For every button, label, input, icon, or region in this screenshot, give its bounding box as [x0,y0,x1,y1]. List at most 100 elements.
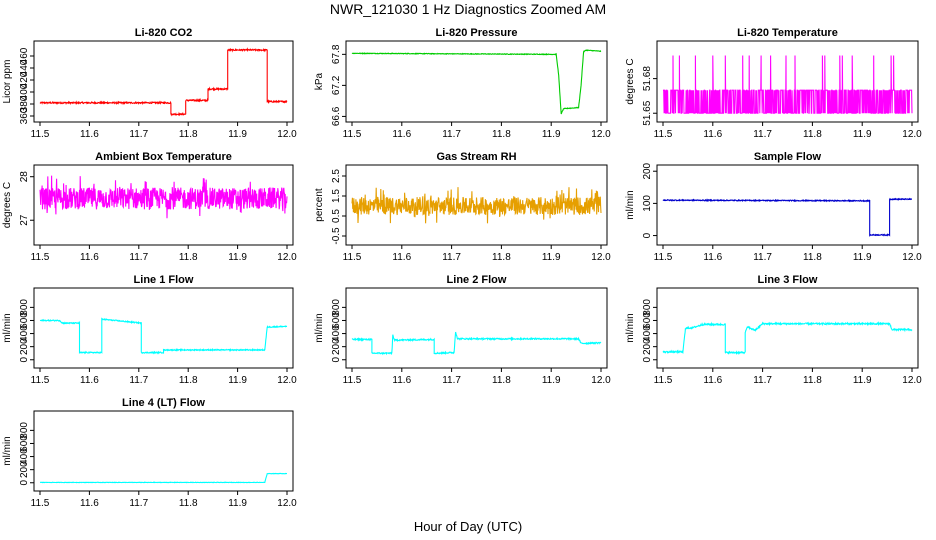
y-tick-label: 1.5 [331,189,342,203]
y-tick-label: 0 [19,357,30,363]
figure-title: NWR_121030 1 Hz Diagnostics Zoomed AM [330,1,606,17]
x-tick-label: 11.7 [129,498,148,509]
panel-title: Line 3 Flow [758,274,818,286]
x-axis-label: Hour of Day (UTC) [414,519,522,534]
series-line [351,49,602,115]
x-tick-label: 11.9 [853,129,872,140]
x-tick-label: 12.0 [277,252,297,263]
y-tick-label: 400 [19,325,30,342]
y-tick-label: 600 [642,312,653,329]
x-tick-label: 12.0 [591,375,611,386]
panel-title: Line 2 Flow [447,274,507,286]
chart-panel-10: Line 4 (LT) Flow 11.5 11.6 11.7 11.8 11.9 12.0… [2,397,297,509]
y-axis-label: ml/min [314,313,325,342]
x-tick-label: 11.7 [442,129,461,140]
x-tick-label: 11.8 [179,375,198,386]
x-tick-label: 12.0 [277,129,297,140]
panel-title: Line 1 Flow [134,274,194,286]
y-tick-label: 800 [642,299,653,316]
x-tick-label: 11.7 [442,252,461,263]
x-tick-label: 12.0 [902,252,922,263]
x-tick-label: 11.5 [654,375,673,386]
panel-title: Ambient Box Temperature [95,151,232,163]
plot-frame [33,410,294,492]
plot-frame [656,40,919,123]
y-tick-label: 360 [19,107,30,124]
x-tick-label: 11.6 [392,375,411,386]
y-axis-label: ml/min [625,190,636,219]
y-tick-label: 67.2 [331,75,342,95]
chart-panel-2: Li-820 Pressure 11.5 11.6 11.7 11.8 11.9 12.0 6… [314,27,611,140]
y-tick-label: 460 [19,47,30,64]
panel-title: Sample Flow [754,151,822,163]
x-tick-label: 11.5 [31,129,50,140]
y-tick-label: 400 [19,448,30,465]
x-tick-label: 11.5 [343,129,362,140]
chart-panel-1: Li-820 CO2 11.5 11.6 11.7 11.8 11.9 12.0 360380… [2,27,297,140]
panel-title: Li-820 Temperature [737,27,838,39]
x-tick-label: 11.9 [542,252,561,263]
y-tick-label: 380 [19,95,30,112]
y-axis-label: percent [314,188,325,222]
plot-frame [345,287,608,369]
x-tick-label: 11.8 [492,375,511,386]
x-tick-label: 11.7 [129,129,148,140]
plot-frame [656,287,919,369]
y-tick-label: 2.5 [331,169,342,183]
plot-frame [33,40,294,123]
x-tick-label: 11.6 [703,252,722,263]
x-tick-label: 12.0 [277,498,297,509]
y-tick-label: 66.6 [331,106,342,126]
y-tick-label: 600 [331,312,342,329]
plot-frame [345,164,608,246]
x-tick-label: 11.9 [542,129,561,140]
x-tick-label: 11.9 [542,375,561,386]
y-tick-label: 800 [19,422,30,439]
plot-frame [656,164,919,246]
x-tick-label: 11.6 [392,129,411,140]
x-tick-label: 11.6 [80,498,99,509]
x-tick-label: 11.8 [492,252,511,263]
y-tick-label: 0 [642,232,653,238]
panels-group: Li-820 CO2 11.5 11.6 11.7 11.8 11.9 12.0 360380… [2,27,922,509]
y-tick-label: 28 [19,171,30,183]
y-tick-label: 67.8 [331,44,342,64]
x-tick-label: 11.6 [703,129,722,140]
x-tick-label: 11.9 [228,498,247,509]
chart-panel-7: Line 1 Flow 11.5 11.6 11.7 11.8 11.9 12.0 0 2004… [2,274,297,386]
series-line [662,320,913,356]
chart-panel-5: Gas Stream RH 11.5 11.6 11.7 11.8 11.9 12.0 -0.… [314,151,611,263]
x-tick-label: 11.9 [228,252,247,263]
y-axis-label: ml/min [2,313,13,342]
x-tick-label: 11.6 [80,375,99,386]
panel-title: Gas Stream RH [436,151,516,163]
plot-frame [33,164,294,246]
x-tick-label: 12.0 [902,129,922,140]
series-line [39,472,287,484]
panel-title: Li-820 Pressure [436,27,518,39]
x-tick-label: 11.5 [31,252,50,263]
x-tick-label: 11.8 [803,252,822,263]
chart-panel-4: Ambient Box Temperature 11.5 11.6 11.7 11.8 1… [2,151,297,263]
y-tick-label: 0 [19,480,30,486]
x-tick-label: 11.7 [753,375,772,386]
chart-panel-8: Line 2 Flow 11.5 11.6 11.7 11.8 11.9 12.0 0 2004… [314,274,611,386]
y-tick-label: 51.65 [642,100,653,125]
y-tick-label: 600 [19,312,30,329]
x-tick-label: 11.6 [703,375,722,386]
series-line [663,55,913,114]
x-tick-label: 11.8 [803,375,822,386]
panel-title: Li-820 CO2 [135,27,192,39]
series-line [39,47,288,117]
series-line [351,187,602,224]
y-tick-label: -0.5 [331,227,342,245]
x-tick-label: 11.8 [803,129,822,140]
y-axis-label: kPa [314,72,325,90]
x-tick-label: 11.5 [31,375,50,386]
y-tick-label: 51.68 [642,66,653,91]
x-tick-label: 11.5 [343,375,362,386]
chart-panel-9: Line 3 Flow 11.5 11.6 11.7 11.8 11.9 12.0 0 2004… [625,274,922,386]
y-tick-label: 200 [331,338,342,355]
x-tick-label: 11.5 [31,498,50,509]
